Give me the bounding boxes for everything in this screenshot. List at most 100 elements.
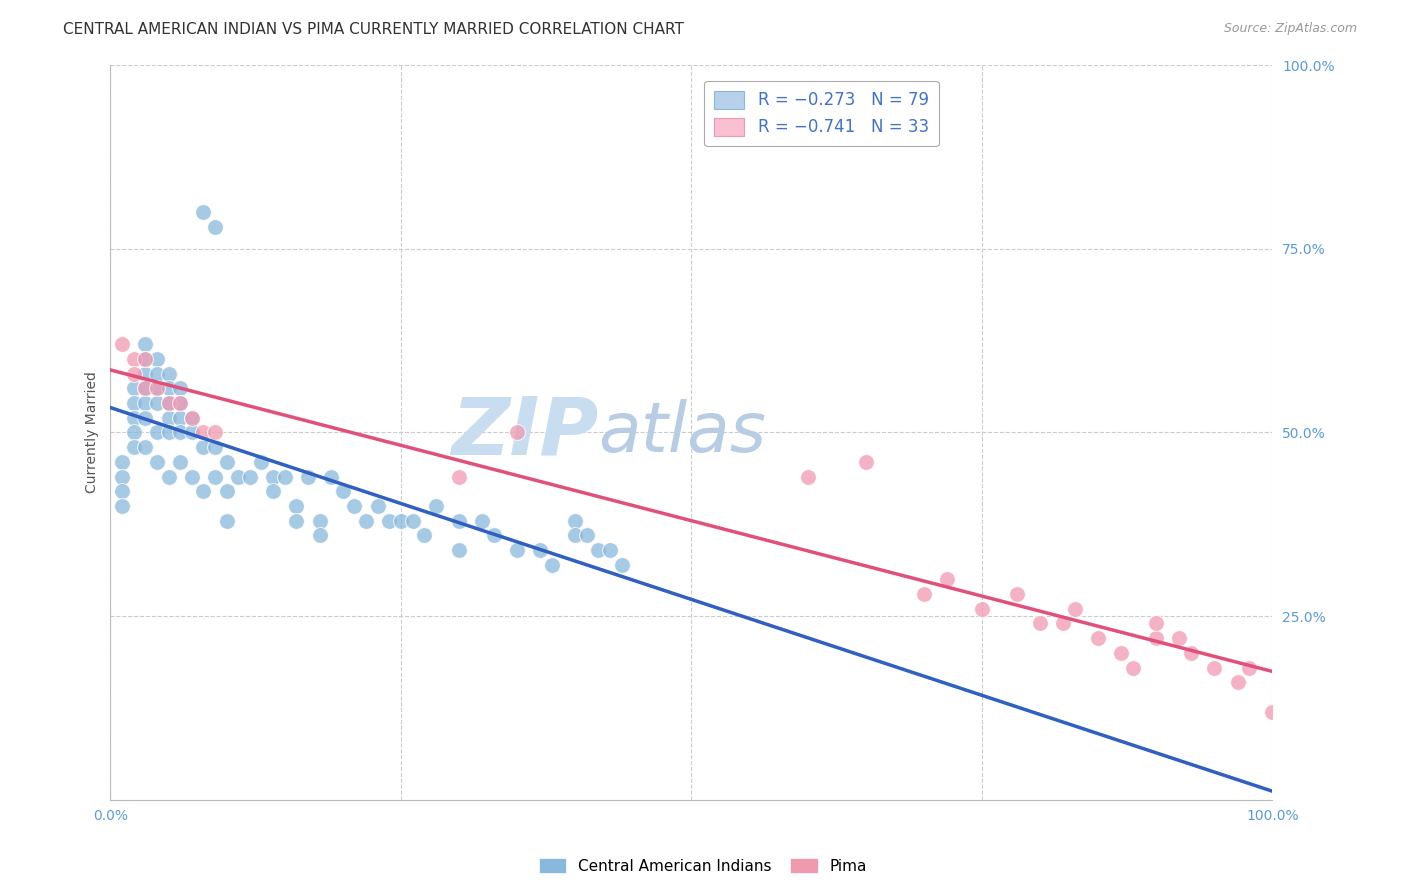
Point xyxy=(354,514,377,528)
Point xyxy=(134,440,156,454)
Point xyxy=(1226,675,1249,690)
Point xyxy=(193,205,215,219)
Point xyxy=(122,367,145,381)
Point xyxy=(1122,660,1144,674)
Point xyxy=(134,410,156,425)
Point xyxy=(308,514,330,528)
Point xyxy=(541,558,564,572)
Point xyxy=(215,514,238,528)
Point xyxy=(262,484,284,499)
Point xyxy=(575,528,598,542)
Point xyxy=(1237,660,1260,674)
Point xyxy=(122,351,145,366)
Text: CENTRAL AMERICAN INDIAN VS PIMA CURRENTLY MARRIED CORRELATION CHART: CENTRAL AMERICAN INDIAN VS PIMA CURRENTL… xyxy=(63,22,685,37)
Point xyxy=(285,514,308,528)
Point xyxy=(250,455,273,469)
Point xyxy=(111,484,134,499)
Point xyxy=(482,528,505,542)
Point xyxy=(169,396,191,410)
Text: atlas: atlas xyxy=(599,399,766,466)
Point xyxy=(180,469,202,483)
Point xyxy=(599,543,621,558)
Point xyxy=(134,351,156,366)
Point xyxy=(204,219,226,234)
Point xyxy=(425,499,447,513)
Point xyxy=(506,425,529,440)
Point xyxy=(1144,631,1167,645)
Point xyxy=(610,558,633,572)
Point xyxy=(204,469,226,483)
Point xyxy=(297,469,319,483)
Point xyxy=(343,499,366,513)
Point xyxy=(273,469,295,483)
Point xyxy=(321,469,343,483)
Text: ZIP: ZIP xyxy=(451,393,599,472)
Point xyxy=(111,499,134,513)
Point xyxy=(204,440,226,454)
Point xyxy=(1168,631,1191,645)
Point xyxy=(122,410,145,425)
Point xyxy=(193,425,215,440)
Point xyxy=(122,396,145,410)
Point xyxy=(134,381,156,395)
Point xyxy=(1052,616,1074,631)
Legend: Central American Indians, Pima: Central American Indians, Pima xyxy=(533,852,873,880)
Point xyxy=(226,469,249,483)
Point xyxy=(146,381,169,395)
Point xyxy=(111,455,134,469)
Point xyxy=(193,440,215,454)
Point xyxy=(1111,646,1133,660)
Point xyxy=(180,410,202,425)
Point xyxy=(1261,705,1284,719)
Point xyxy=(378,514,401,528)
Point xyxy=(193,484,215,499)
Point xyxy=(134,351,156,366)
Point xyxy=(134,337,156,351)
Point xyxy=(215,484,238,499)
Point xyxy=(1063,601,1085,615)
Point xyxy=(169,396,191,410)
Point xyxy=(1204,660,1226,674)
Point xyxy=(215,455,238,469)
Point xyxy=(413,528,436,542)
Point xyxy=(146,425,169,440)
Point xyxy=(122,440,145,454)
Point xyxy=(157,410,180,425)
Point xyxy=(285,499,308,513)
Point xyxy=(169,455,191,469)
Point xyxy=(134,381,156,395)
Legend: R = −0.273   N = 79, R = −0.741   N = 33: R = −0.273 N = 79, R = −0.741 N = 33 xyxy=(704,81,939,146)
Point xyxy=(1005,587,1028,601)
Point xyxy=(471,514,494,528)
Point xyxy=(157,396,180,410)
Point xyxy=(855,455,877,469)
Point xyxy=(447,543,470,558)
Point xyxy=(157,425,180,440)
Point xyxy=(1029,616,1052,631)
Point xyxy=(157,396,180,410)
Point xyxy=(1180,646,1202,660)
Point xyxy=(1144,616,1167,631)
Point xyxy=(169,425,191,440)
Point xyxy=(447,514,470,528)
Point xyxy=(389,514,412,528)
Point xyxy=(169,410,191,425)
Point xyxy=(169,381,191,395)
Point xyxy=(1087,631,1109,645)
Point xyxy=(122,381,145,395)
Point xyxy=(146,396,169,410)
Point xyxy=(111,337,134,351)
Point xyxy=(564,514,586,528)
Point xyxy=(204,425,226,440)
Text: Source: ZipAtlas.com: Source: ZipAtlas.com xyxy=(1223,22,1357,36)
Point xyxy=(588,543,610,558)
Point xyxy=(122,425,145,440)
Point xyxy=(912,587,935,601)
Point xyxy=(447,469,470,483)
Point xyxy=(262,469,284,483)
Point xyxy=(146,381,169,395)
Y-axis label: Currently Married: Currently Married xyxy=(86,371,100,493)
Point xyxy=(308,528,330,542)
Point xyxy=(134,367,156,381)
Point xyxy=(180,425,202,440)
